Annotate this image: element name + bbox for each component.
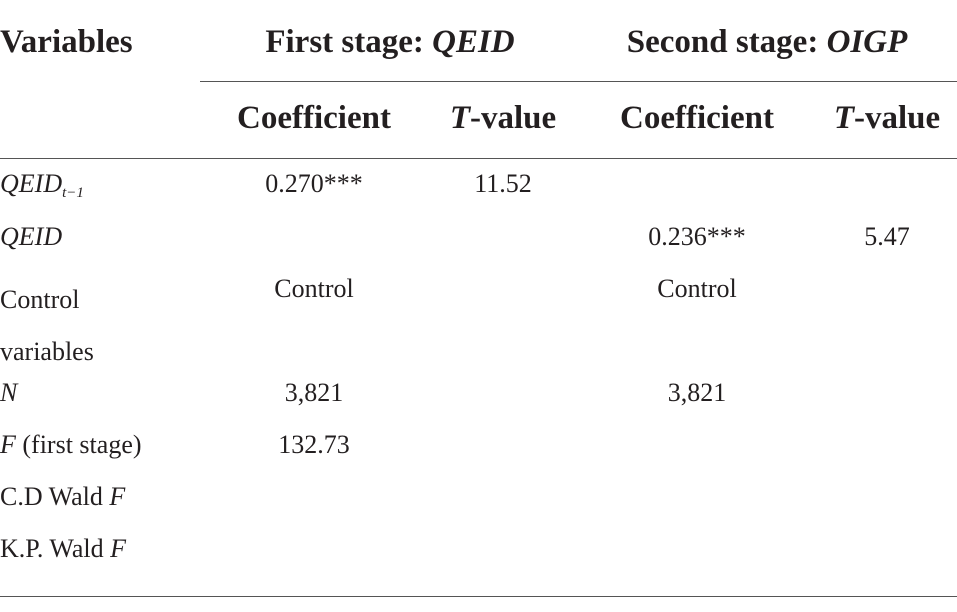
group-text: First stage: xyxy=(265,24,433,60)
label-sub: t−1 xyxy=(62,185,84,201)
row-label: C.D Wald F xyxy=(0,482,125,512)
cell: 3,821 xyxy=(667,378,727,407)
row-label: F (first stage) xyxy=(0,430,142,460)
cell: 0.270*** xyxy=(265,169,363,198)
label-italic: F xyxy=(0,430,16,459)
column-header: T-value xyxy=(450,98,556,138)
column-italic: T xyxy=(449,100,470,136)
group-italic: OIGP xyxy=(826,24,908,60)
rule xyxy=(0,158,957,159)
label-italic: QEID xyxy=(0,222,63,251)
cell: 0.236*** xyxy=(648,222,746,251)
cell: 5.47 xyxy=(864,222,910,251)
cell: 3,821 xyxy=(284,378,344,407)
column-header: Coefficient xyxy=(237,100,391,136)
header-group: Second stage: OIGP xyxy=(627,22,908,62)
row-label: QEID xyxy=(0,222,62,252)
label-italic: QEID xyxy=(0,169,63,198)
group-text: Second stage: xyxy=(626,24,827,60)
column-header: T-value xyxy=(834,98,940,138)
column-text: -value xyxy=(854,100,941,136)
label-text: C.D Wald xyxy=(0,482,110,511)
header-variables: Variables xyxy=(0,24,133,60)
row-label: QEIDt−1 xyxy=(0,169,84,201)
header-group: First stage: QEID xyxy=(265,22,514,62)
label-text: K.P. Wald xyxy=(0,534,111,563)
label-text: (first stage) xyxy=(15,430,142,459)
rule xyxy=(0,596,957,597)
label-italic: F xyxy=(109,482,126,511)
cell: 11.52 xyxy=(474,169,532,198)
cell: 132.73 xyxy=(278,430,350,459)
cell: Control xyxy=(274,274,354,303)
row-label: N xyxy=(0,378,17,408)
column-italic: T xyxy=(833,100,854,136)
column-text: -value xyxy=(470,100,557,136)
rule xyxy=(200,81,957,82)
column-header: Coefficient xyxy=(620,100,774,136)
label-italic: F xyxy=(110,534,126,563)
cell: Control xyxy=(657,274,737,303)
row-label: Control variables xyxy=(0,285,94,366)
row-label: K.P. Wald F xyxy=(0,534,126,564)
group-italic: QEID xyxy=(432,24,515,60)
label-italic: N xyxy=(0,378,18,407)
